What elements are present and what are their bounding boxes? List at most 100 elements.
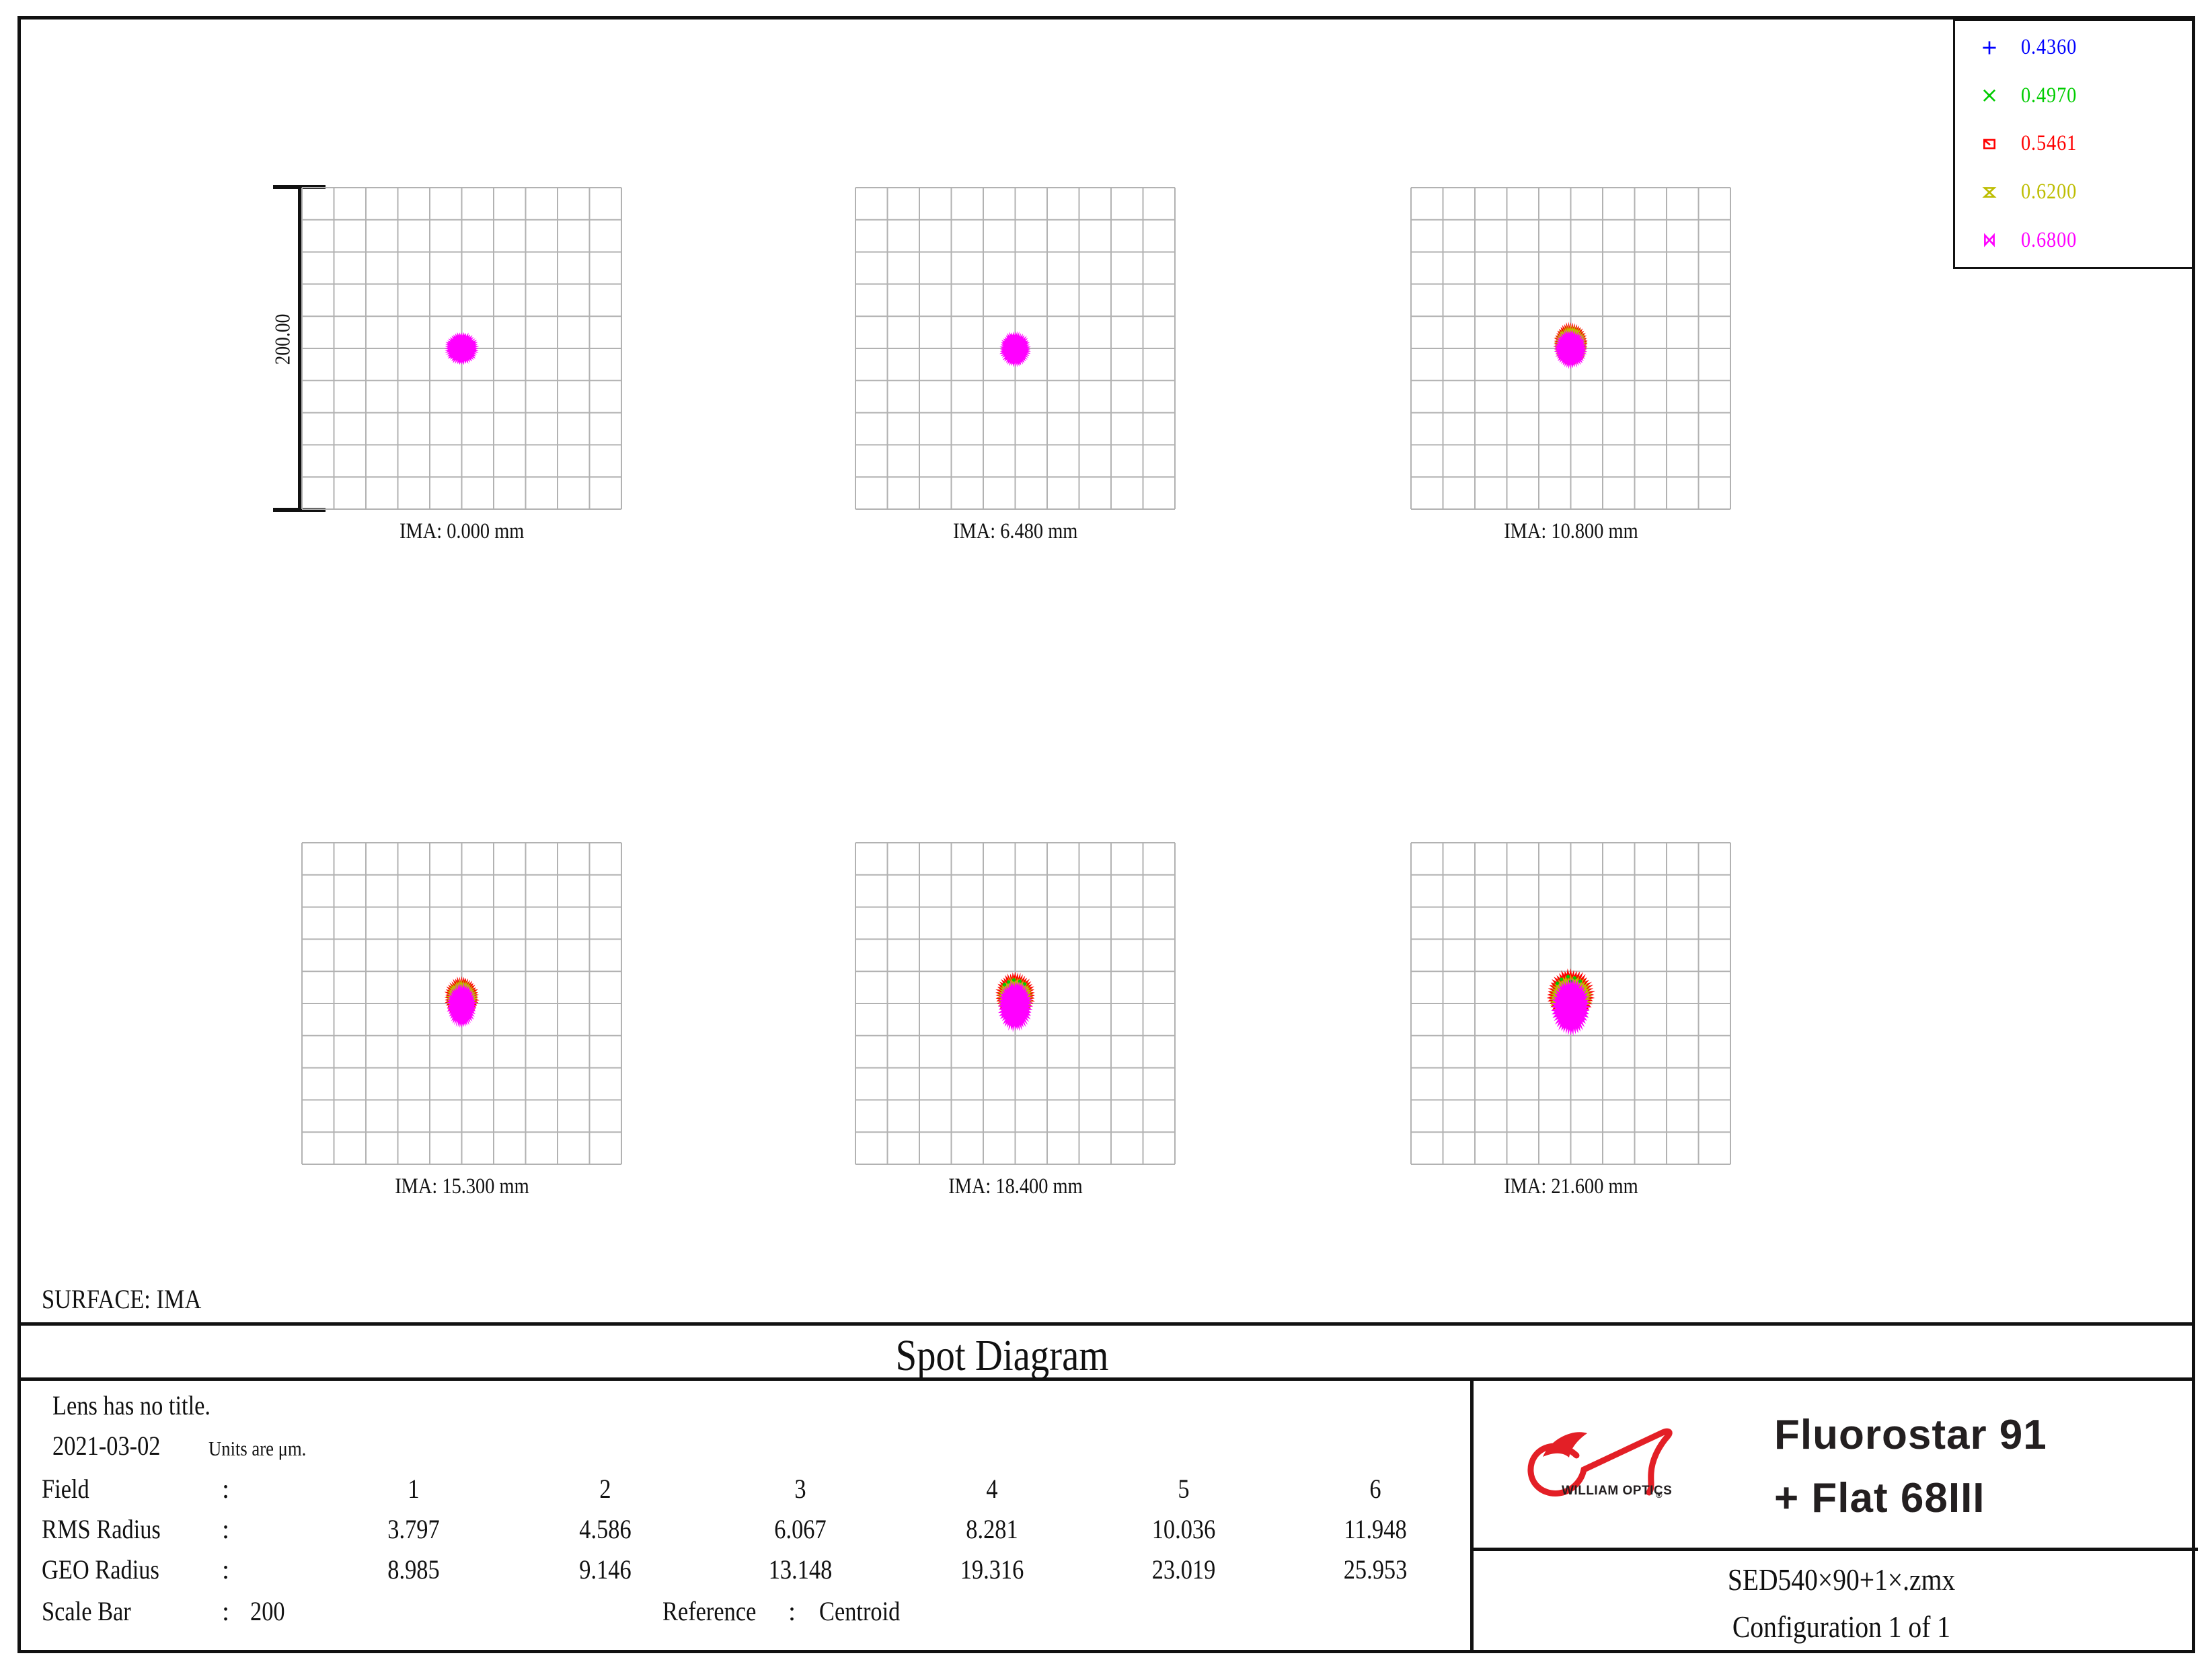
date-text: 2021-03-02: [52, 1431, 161, 1461]
reference-label: Reference: [662, 1595, 771, 1627]
rms-radius-value: 4.586: [579, 1514, 632, 1544]
field-value: 6: [1369, 1474, 1381, 1504]
ima-position-text: IMA: 0.000 mm: [399, 519, 525, 543]
spot-grid-field-1: [301, 187, 622, 510]
reference-value-text: Centroid: [819, 1596, 901, 1626]
spot-panel-field-4: IMA: 15.300 mm: [301, 842, 622, 1205]
brand-box-divider: [1470, 1548, 2198, 1551]
logo-swoosh: [1527, 1428, 1673, 1496]
reference-label-text: Reference: [662, 1596, 757, 1626]
geo-row-label-text: GEO Radius: [42, 1554, 159, 1585]
registered-trademark-icon: ®: [1656, 1490, 1663, 1500]
ima-position-text: IMA: 18.400 mm: [948, 1174, 1083, 1199]
geo-radius-value: 19.316: [960, 1554, 1024, 1585]
legend-wavelength-label: 0.6800: [2021, 227, 2077, 252]
scale-bar-bottom-cap: [273, 508, 326, 512]
geo-radius-value: 9.146: [579, 1554, 632, 1585]
geo-radius-value: 13.148: [768, 1554, 833, 1585]
product-name-line-1: Fluorostar 91: [1774, 1412, 2047, 1458]
spot-grid-field-6: [1410, 842, 1731, 1165]
field-value: 3: [794, 1474, 806, 1504]
legend-wavelength-label: 0.4360: [2021, 35, 2077, 60]
wavelength-legend: 0.4360 0.4970 0.5461 0.6200 0.6800: [1953, 19, 2194, 269]
rms-row-label: RMS Radius: [42, 1513, 180, 1545]
square-marker-icon: [1982, 137, 1997, 151]
legend-entry: 0.4970: [1955, 83, 2192, 108]
spot-panel-field-6: IMA: 21.600 mm: [1410, 842, 1731, 1205]
brand-name-text: WILLIAM OPTICS: [1562, 1484, 1672, 1498]
ima-position-label: IMA: 10.800 mm: [1410, 519, 1731, 544]
configuration-label: Configuration 1 of 1: [1715, 1609, 1969, 1644]
bowtie-marker-icon: [1982, 233, 1997, 248]
legend-entry: 0.4360: [1955, 35, 2192, 60]
file-name-text: SED540×90+1×.zmx: [1727, 1562, 1956, 1597]
scale-bar-row-value: 200: [250, 1595, 291, 1627]
page-border: [17, 16, 2195, 1653]
scale-bar-row-value-text: 200: [250, 1596, 285, 1626]
rms-radius-value: 6.067: [774, 1514, 827, 1544]
legend-wavelength-label: 0.6200: [2021, 180, 2077, 204]
date-label: 2021-03-02: [52, 1430, 178, 1462]
spot-grid-field-5: [855, 842, 1176, 1165]
field-value: 1: [408, 1474, 420, 1504]
field-value: 4: [986, 1474, 998, 1504]
surface-text: SURFACE: IMA: [42, 1284, 202, 1314]
geo-row-label: GEO Radius: [42, 1554, 178, 1585]
units-note: Units are μm.: [208, 1437, 322, 1461]
field-value: 2: [599, 1474, 611, 1504]
rms-radius-value: 3.797: [387, 1514, 440, 1544]
legend-wavelength-label: 0.5461: [2021, 131, 2077, 156]
field-row-label: Field: [42, 1473, 97, 1505]
ima-position-text: IMA: 6.480 mm: [952, 519, 1078, 543]
spot-panel-field-5: IMA: 18.400 mm: [855, 842, 1176, 1205]
legend-entry: 0.6200: [1955, 180, 2192, 204]
geo-row-colon: :: [222, 1554, 230, 1585]
legend-entry: 0.6800: [1955, 228, 2192, 253]
lens-title: Lens has no title.: [52, 1390, 236, 1421]
ima-position-label: IMA: 15.300 mm: [301, 1174, 622, 1199]
units-note-text: Units are μm.: [208, 1437, 307, 1460]
field-value: 5: [1178, 1474, 1190, 1504]
surface-label: SURFACE: IMA: [42, 1283, 227, 1315]
divider-above-title: [19, 1322, 2195, 1326]
field-row-colon: :: [222, 1474, 230, 1504]
legend-entry: 0.5461: [1955, 131, 2192, 156]
plus-marker-icon: [1982, 40, 1997, 55]
reference-colon: :: [788, 1596, 796, 1626]
ima-position-text: IMA: 15.300 mm: [394, 1174, 529, 1199]
ima-position-text: IMA: 10.800 mm: [1503, 519, 1638, 543]
scale-bar: [298, 187, 301, 510]
ima-position-label: IMA: 18.400 mm: [855, 1174, 1176, 1199]
scale-bar-row-colon: :: [222, 1596, 230, 1626]
scale-bar-value-label: 200.00: [270, 286, 295, 393]
scale-bar-value-text: 200.00: [270, 313, 295, 365]
rms-radius-value: 10.036: [1151, 1514, 1216, 1544]
ima-position-label: IMA: 0.000 mm: [301, 519, 622, 544]
rms-row-label-text: RMS Radius: [42, 1514, 161, 1544]
rms-radius-value: 8.281: [966, 1514, 1018, 1544]
ima-position-label: IMA: 21.600 mm: [1410, 1174, 1731, 1199]
spot-panel-field-1: IMA: 0.000 mm: [301, 187, 622, 550]
ima-position-label: IMA: 6.480 mm: [855, 519, 1176, 544]
cross-marker-icon: [1982, 88, 1997, 103]
hourglass-marker-icon: [1982, 185, 1997, 200]
william-optics-logo: WILLIAM OPTICS ®: [1527, 1428, 1673, 1500]
divider-below-title: [19, 1377, 2195, 1381]
lens-title-text: Lens has no title.: [52, 1390, 211, 1420]
geo-radius-value: 25.953: [1343, 1554, 1408, 1585]
spot-panel-field-3: IMA: 10.800 mm: [1410, 187, 1731, 550]
spot-panel-field-2: IMA: 6.480 mm: [855, 187, 1176, 550]
scale-bar-row-label-text: Scale Bar: [42, 1596, 131, 1626]
page-title-text: Spot Diagram: [895, 1331, 1109, 1380]
field-row-label-text: Field: [42, 1474, 89, 1504]
logo-hook: [1543, 1432, 1587, 1457]
geo-radius-value: 23.019: [1151, 1554, 1216, 1585]
scale-bar-row-label: Scale Bar: [42, 1595, 145, 1627]
rms-radius-value: 11.948: [1344, 1514, 1407, 1544]
product-name-line-2: + Flat 68III: [1774, 1475, 1985, 1521]
legend-wavelength-label: 0.4970: [2021, 83, 2077, 108]
geo-radius-value: 8.985: [387, 1554, 440, 1585]
reference-value: Centroid: [819, 1595, 913, 1627]
rms-row-colon: :: [222, 1514, 230, 1544]
